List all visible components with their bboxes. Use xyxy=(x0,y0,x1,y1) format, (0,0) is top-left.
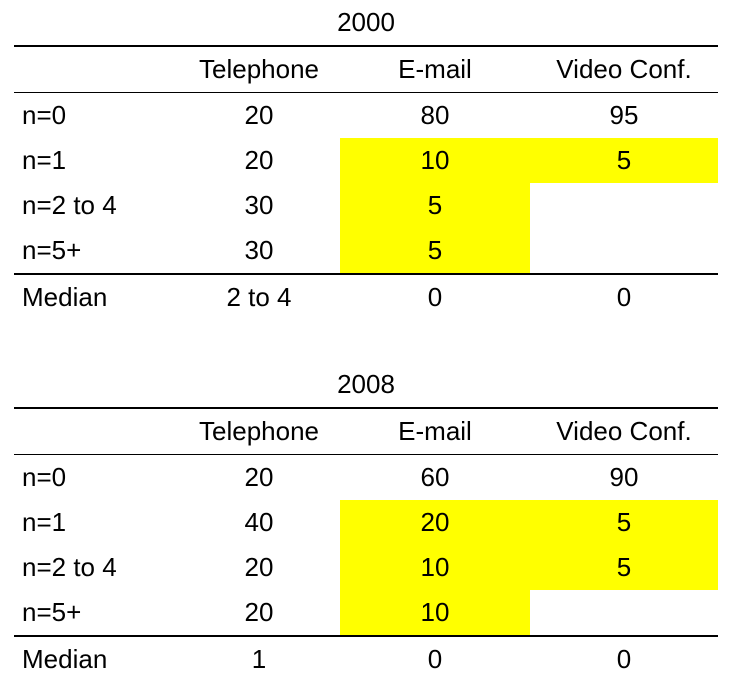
email-cell-highlighted: 5 xyxy=(340,228,530,273)
telephone-cell: 20 xyxy=(244,552,274,582)
header-cell-video: Video Conf. xyxy=(556,54,692,84)
table-row: n=2 to 4 20 10 5 xyxy=(14,545,718,590)
email-cell-highlighted: 5 xyxy=(340,183,530,228)
header-row: Telephone E-mail Video Conf. xyxy=(14,409,718,455)
email-cell: 80 xyxy=(420,100,450,130)
row-label: n=5+ xyxy=(22,597,82,627)
table-row: n=1 40 20 5 xyxy=(14,500,718,545)
telephone-cell: 40 xyxy=(244,507,274,537)
telephone-cell: 20 xyxy=(244,597,274,627)
table-row: n=2 to 4 30 5 xyxy=(14,183,718,228)
row-label: n=0 xyxy=(22,100,67,130)
row-label: n=5+ xyxy=(22,235,82,265)
row-label: Median xyxy=(22,644,108,674)
row-label: Median xyxy=(22,282,108,312)
row-label: n=2 to 4 xyxy=(22,190,117,220)
email-cell: 0 xyxy=(427,644,443,674)
median-row: Median 2 to 4 0 0 xyxy=(14,273,718,320)
header-cell-blank xyxy=(14,409,164,454)
email-cell: 60 xyxy=(420,462,450,492)
median-row: Median 1 0 0 xyxy=(14,635,718,682)
video-cell: 0 xyxy=(616,644,632,674)
row-label: n=0 xyxy=(22,462,67,492)
telephone-cell: 2 to 4 xyxy=(226,282,292,312)
video-cell xyxy=(530,183,718,228)
video-cell xyxy=(530,228,718,273)
row-label: n=1 xyxy=(22,145,67,175)
telephone-cell: 30 xyxy=(244,190,274,220)
table-2000: 2000 Telephone E-mail Video Conf. n=0 20… xyxy=(14,0,718,320)
header-cell-blank xyxy=(14,47,164,92)
telephone-cell: 1 xyxy=(251,644,267,674)
email-cell-highlighted: 20 xyxy=(340,500,530,545)
email-cell-highlighted: 10 xyxy=(340,590,530,635)
email-cell-highlighted: 10 xyxy=(340,138,530,183)
telephone-cell: 20 xyxy=(244,462,274,492)
table-title: 2008 xyxy=(14,362,718,409)
header-cell-email: E-mail xyxy=(398,54,472,84)
video-cell: 95 xyxy=(609,100,639,130)
video-cell xyxy=(530,590,718,635)
video-cell-highlighted: 5 xyxy=(530,545,718,590)
email-cell-highlighted: 10 xyxy=(340,545,530,590)
video-cell: 0 xyxy=(616,282,632,312)
telephone-cell: 30 xyxy=(244,235,274,265)
video-cell-highlighted: 5 xyxy=(530,138,718,183)
header-cell-email: E-mail xyxy=(398,416,472,446)
video-cell: 90 xyxy=(609,462,639,492)
video-cell-highlighted: 5 xyxy=(530,500,718,545)
header-cell-telephone: Telephone xyxy=(199,54,319,84)
table-title: 2000 xyxy=(14,0,718,47)
table-row: n=5+ 20 10 xyxy=(14,590,718,635)
table-2008: 2008 Telephone E-mail Video Conf. n=0 20… xyxy=(14,362,718,682)
table-row: n=5+ 30 5 xyxy=(14,228,718,273)
header-cell-video: Video Conf. xyxy=(556,416,692,446)
header-cell-telephone: Telephone xyxy=(199,416,319,446)
row-label: n=2 to 4 xyxy=(22,552,117,582)
row-label: n=1 xyxy=(22,507,67,537)
table-row: n=0 20 80 95 xyxy=(14,93,718,138)
table-row: n=1 20 10 5 xyxy=(14,138,718,183)
table-row: n=0 20 60 90 xyxy=(14,455,718,500)
telephone-cell: 20 xyxy=(244,145,274,175)
email-cell: 0 xyxy=(427,282,443,312)
header-row: Telephone E-mail Video Conf. xyxy=(14,47,718,93)
telephone-cell: 20 xyxy=(244,100,274,130)
